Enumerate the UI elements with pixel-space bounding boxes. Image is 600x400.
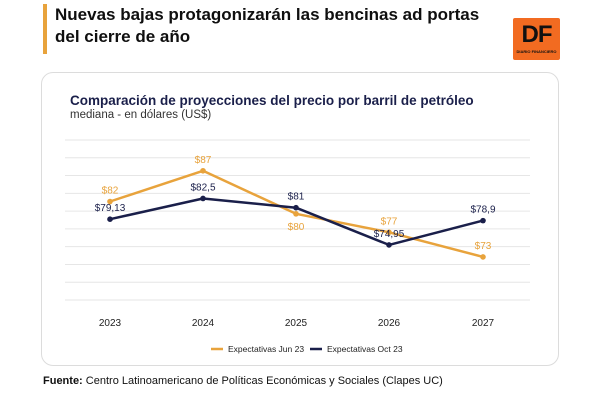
data-point xyxy=(480,254,486,260)
data-point xyxy=(386,242,392,248)
source-text: Centro Latinoamericano de Políticas Econ… xyxy=(82,375,443,387)
x-tick-label: 2024 xyxy=(192,318,215,329)
data-label: $82 xyxy=(102,186,119,197)
chart-subtitle: mediana - en dólares (US$) xyxy=(70,109,212,121)
data-point xyxy=(293,204,299,211)
logo-mark: DF xyxy=(521,21,553,48)
legend-label: Expectativas Jun 23 xyxy=(228,344,304,354)
data-label: $78,9 xyxy=(470,205,495,216)
source-label: Fuente: xyxy=(43,375,83,387)
data-point xyxy=(386,229,392,236)
data-label: $73 xyxy=(475,241,492,252)
data-label: $74,95 xyxy=(374,229,405,240)
df-logo: DF DIARIO FINANCIERO xyxy=(513,18,560,60)
x-tick-label: 2027 xyxy=(472,318,495,329)
data-label: $87 xyxy=(195,155,212,166)
x-tick-label: 2023 xyxy=(99,318,122,329)
headline: Nuevas bajas protagonizarán las bencinas… xyxy=(55,5,480,46)
logo-tagline: DIARIO FINANCIERO xyxy=(516,49,557,54)
data-label: $81 xyxy=(288,192,305,203)
chart-title: Comparación de proyecciones del precio p… xyxy=(70,93,474,108)
source-note: Fuente: Centro Latinoamericano de Políti… xyxy=(43,375,443,387)
x-tick-label: 2025 xyxy=(285,318,308,329)
chart-card xyxy=(41,72,559,366)
data-point xyxy=(480,217,486,224)
headline-accent-bar xyxy=(43,4,47,54)
data-point xyxy=(107,198,113,205)
data-label: $77 xyxy=(381,216,398,227)
legend-label: Expectativas Oct 23 xyxy=(327,344,403,354)
data-point xyxy=(293,211,299,217)
data-label: $80 xyxy=(288,222,305,233)
x-tick-label: 2026 xyxy=(378,318,401,329)
data-label: $82,5 xyxy=(190,182,215,193)
data-point xyxy=(200,167,206,174)
data-point xyxy=(200,195,206,202)
data-point xyxy=(107,216,113,222)
data-label: $79,13 xyxy=(95,203,126,214)
